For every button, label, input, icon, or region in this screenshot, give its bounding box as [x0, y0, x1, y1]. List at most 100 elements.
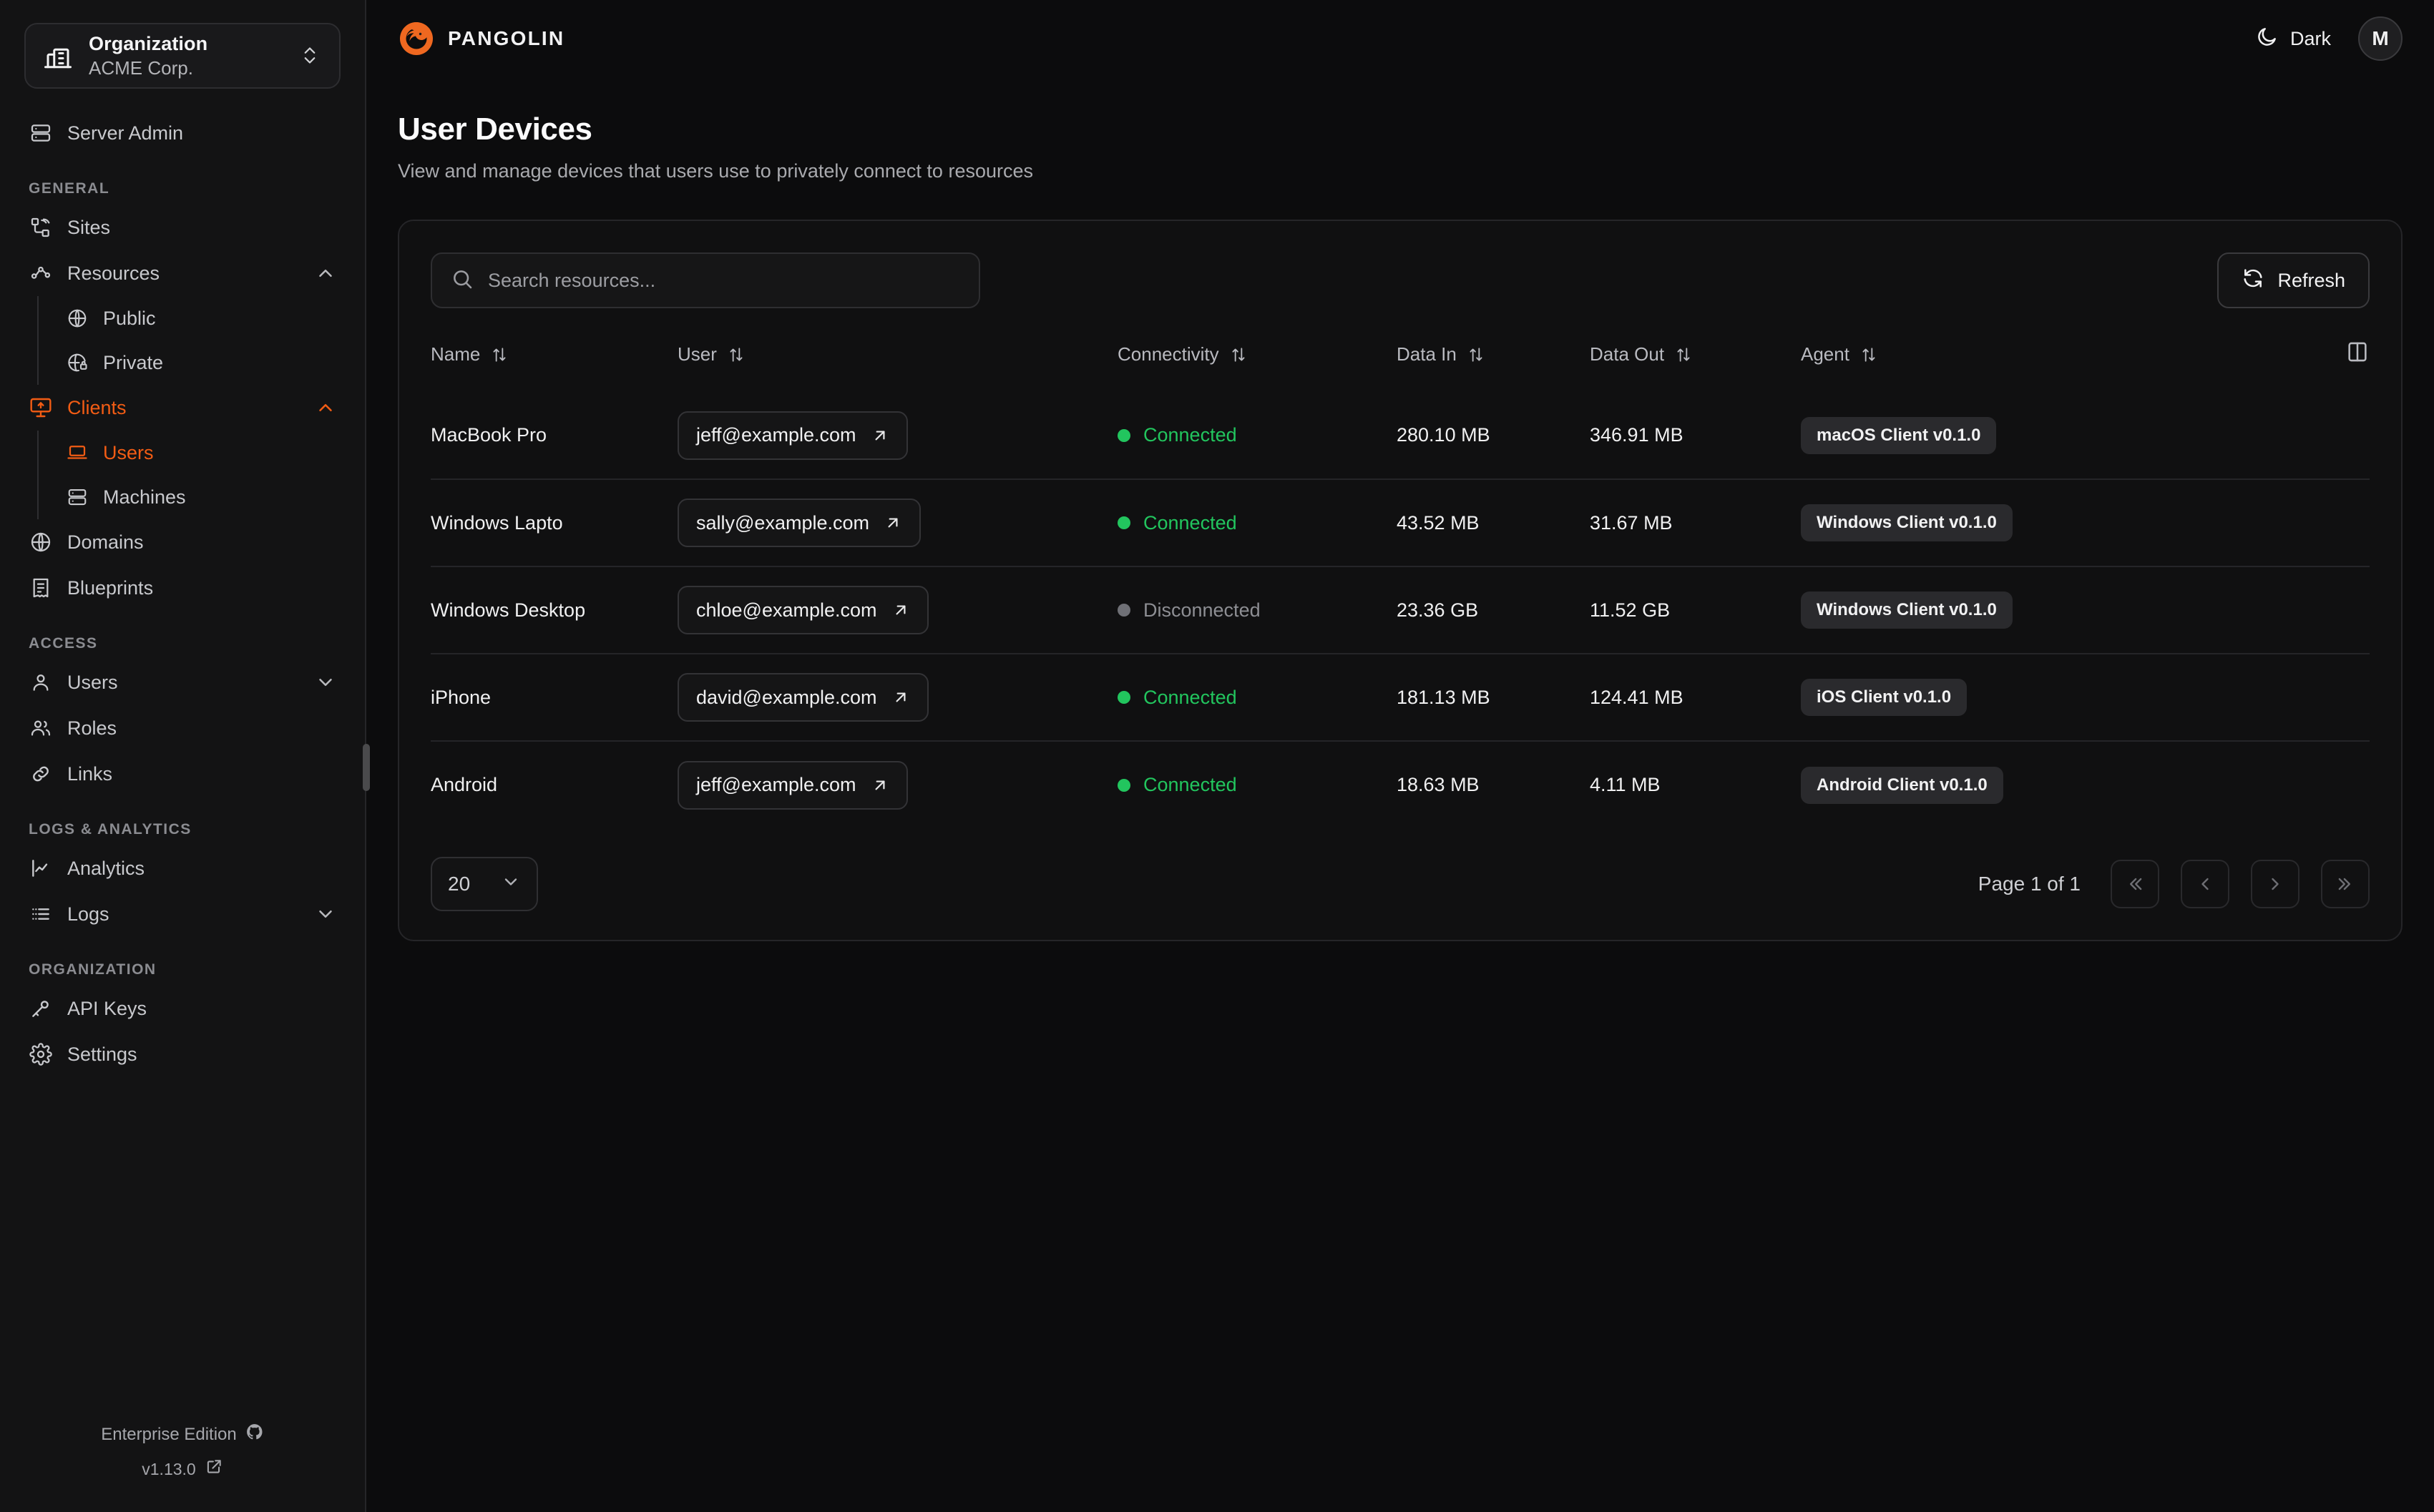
- prev-page-button[interactable]: [2181, 860, 2229, 908]
- chevron-down-icon[interactable]: [315, 903, 336, 925]
- user-chip[interactable]: jeff@example.com: [678, 411, 908, 460]
- globe-icon: [66, 307, 89, 330]
- building-icon: [43, 41, 73, 71]
- resources-icon: [29, 261, 53, 285]
- refresh-button[interactable]: Refresh: [2217, 252, 2370, 308]
- cell-connectivity: Connected: [1118, 740, 1397, 828]
- first-page-button[interactable]: [2111, 860, 2159, 908]
- chevron-up-icon[interactable]: [315, 397, 336, 418]
- chevron-down-icon[interactable]: [315, 672, 336, 693]
- chevron-up-icon[interactable]: [315, 262, 336, 284]
- user-chip[interactable]: jeff@example.com: [678, 760, 908, 810]
- pagination: Page 1 of 1: [1978, 860, 2370, 908]
- sidebar-item-clients[interactable]: Clients: [17, 385, 348, 431]
- arrow-up-right-icon: [871, 776, 889, 795]
- cell-name: MacBook Pro: [431, 392, 678, 479]
- version-label: v1.13.0: [142, 1459, 196, 1478]
- version-link[interactable]: v1.13.0: [142, 1458, 223, 1481]
- last-page-button[interactable]: [2321, 860, 2370, 908]
- status-dot: [1118, 691, 1130, 704]
- search-box[interactable]: [431, 252, 980, 308]
- sidebar-item-resources[interactable]: Resources: [17, 250, 348, 296]
- sidebar-item-logs[interactable]: Logs: [17, 891, 348, 937]
- column-header-data-in[interactable]: Data In: [1397, 340, 1590, 392]
- sidebar-item-api-keys[interactable]: API Keys: [17, 986, 348, 1031]
- status-label: Disconnected: [1143, 599, 1261, 621]
- cell-data-out: 31.67 MB: [1590, 478, 1801, 566]
- agent-badge: macOS Client v0.1.0: [1801, 416, 1997, 454]
- column-header-toggle[interactable]: [2312, 340, 2370, 392]
- sidebar-item-links[interactable]: Links: [17, 751, 348, 797]
- user-icon: [29, 670, 53, 694]
- theme-toggle[interactable]: Dark: [2256, 25, 2331, 53]
- cell-agent: Windows Client v0.1.0: [1801, 566, 2312, 654]
- cell-agent: iOS Client v0.1.0: [1801, 653, 2312, 741]
- sidebar-item-label: Server Admin: [67, 122, 184, 144]
- cell-data-out: 124.41 MB: [1590, 653, 1801, 741]
- cell-user: sally@example.com: [678, 478, 1118, 566]
- device-name: Android: [431, 774, 498, 795]
- sidebar-item-server-admin[interactable]: Server Admin: [17, 110, 348, 156]
- table-row[interactable]: Android jeff@example.com Connected 18.63…: [431, 740, 2370, 828]
- user-email: sally@example.com: [696, 511, 869, 534]
- table-row[interactable]: iPhone david@example.com Connected 181.1…: [431, 653, 2370, 741]
- cell-actions: [2312, 566, 2370, 654]
- sidebar-item-label: Blueprints: [67, 576, 154, 599]
- device-name: MacBook Pro: [431, 424, 547, 446]
- sidebar-item-settings[interactable]: Settings: [17, 1031, 348, 1077]
- column-header-user[interactable]: User: [678, 340, 1118, 392]
- table-header-row: Name User Connectivity Data In: [431, 340, 2370, 392]
- sidebar-item-sites[interactable]: Sites: [17, 205, 348, 250]
- column-header-data-out[interactable]: Data Out: [1590, 340, 1801, 392]
- brand[interactable]: PANGOLIN: [398, 20, 564, 57]
- user-chip[interactable]: david@example.com: [678, 673, 929, 722]
- next-page-button[interactable]: [2251, 860, 2299, 908]
- org-switcher[interactable]: Organization ACME Corp.: [24, 23, 341, 89]
- sidebar-item-users[interactable]: Users: [17, 659, 348, 705]
- cell-data-out: 11.52 GB: [1590, 566, 1801, 654]
- rows-per-page-value: 20: [448, 873, 471, 895]
- cell-connectivity: Connected: [1118, 478, 1397, 566]
- sidebar-item-public[interactable]: Public: [54, 296, 348, 340]
- status-badge: Connected: [1118, 774, 1397, 796]
- column-header-agent[interactable]: Agent: [1801, 340, 2312, 392]
- cell-data-in: 23.36 GB: [1397, 566, 1590, 654]
- table-row[interactable]: MacBook Pro jeff@example.com Connected 2…: [431, 392, 2370, 479]
- user-chip[interactable]: sally@example.com: [678, 499, 921, 547]
- table-row[interactable]: Windows Desktop chloe@example.com Discon…: [431, 566, 2370, 654]
- data-out-value: 346.91 MB: [1590, 424, 1683, 446]
- sidebar-item-machines[interactable]: Machines: [54, 475, 348, 519]
- columns-icon[interactable]: [2345, 340, 2370, 364]
- rows-per-page-select[interactable]: 20: [431, 857, 538, 911]
- data-in-value: 18.63 MB: [1397, 774, 1480, 795]
- column-header-name[interactable]: Name: [431, 340, 678, 392]
- cell-actions: [2312, 392, 2370, 479]
- user-chip[interactable]: chloe@example.com: [678, 586, 929, 634]
- sidebar-item-label: Public: [103, 307, 156, 329]
- globe-lock-icon: [66, 351, 89, 374]
- sidebar-item-blueprints[interactable]: Blueprints: [17, 565, 348, 611]
- sidebar-item-users-clients[interactable]: Users: [54, 431, 348, 475]
- sidebar-resize-handle[interactable]: [363, 744, 370, 791]
- server-icon: [66, 486, 89, 509]
- column-header-connectivity[interactable]: Connectivity: [1118, 340, 1397, 392]
- cell-name: iPhone: [431, 653, 678, 741]
- sidebar-item-label: Logs: [67, 903, 109, 925]
- cell-user: david@example.com: [678, 653, 1118, 741]
- brand-name: PANGOLIN: [448, 27, 565, 49]
- search-input[interactable]: [488, 269, 960, 292]
- cell-connectivity: Disconnected: [1118, 566, 1397, 654]
- sort-icon: [1467, 345, 1485, 364]
- avatar-initial: M: [2372, 27, 2389, 49]
- sidebar-item-analytics[interactable]: Analytics: [17, 845, 348, 891]
- table-row[interactable]: Windows Lapto sally@example.com Connecte…: [431, 478, 2370, 566]
- sidebar-item-domains[interactable]: Domains: [17, 519, 348, 565]
- sidebar-item-private[interactable]: Private: [54, 340, 348, 385]
- avatar[interactable]: M: [2358, 16, 2403, 61]
- external-link-icon: [205, 1458, 223, 1481]
- edition-link[interactable]: Enterprise Edition: [101, 1423, 263, 1446]
- sidebar-item-roles[interactable]: Roles: [17, 705, 348, 751]
- sidebar-item-label: Roles: [67, 717, 117, 739]
- agent-badge: iOS Client v0.1.0: [1801, 679, 1968, 716]
- edition-label: Enterprise Edition: [101, 1424, 237, 1444]
